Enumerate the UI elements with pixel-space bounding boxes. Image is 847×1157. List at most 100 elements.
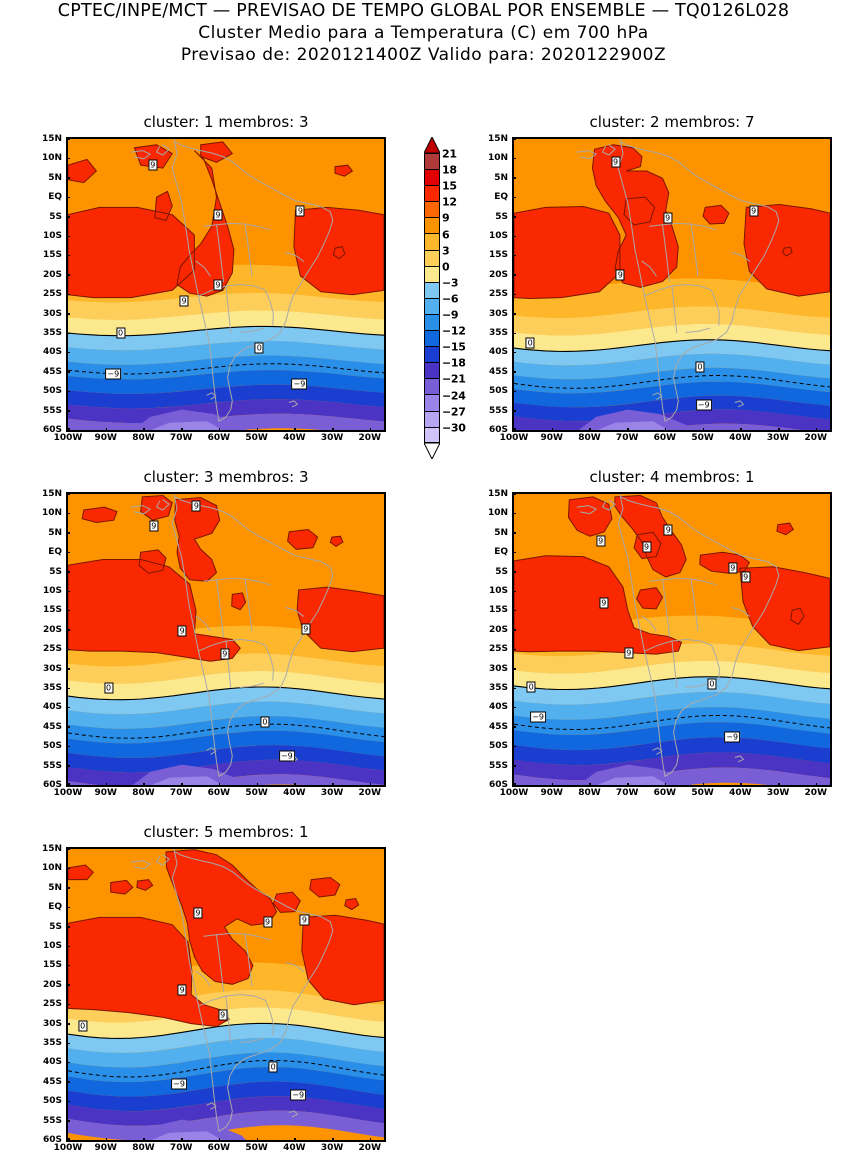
x-axis-tick: [218, 1138, 221, 1142]
y-axis-tick: [66, 765, 70, 767]
x-axis-tick: [778, 783, 780, 787]
x-axis-tick: [369, 428, 372, 432]
contour-field: [68, 494, 384, 785]
contour-field: [514, 139, 830, 430]
colorbar-band[interactable]: [424, 426, 440, 443]
contour-label: 0: [695, 361, 705, 373]
y-axis-label: 15S: [42, 960, 62, 971]
colorbar-band[interactable]: [424, 281, 440, 298]
y-axis-label: 30S: [488, 663, 508, 674]
y-axis-label: 5N: [48, 882, 62, 893]
y-axis-label: 45S: [488, 721, 508, 732]
y-axis-label: 25S: [42, 644, 62, 655]
y-axis-tick: [512, 687, 516, 689]
colorbar-band[interactable]: [424, 185, 440, 202]
colorbar-band[interactable]: [424, 378, 440, 395]
y-axis-label: EQ: [494, 192, 508, 203]
map-plot-cluster-5[interactable]: 9 9 9 9 9 0 0 −9 −9: [66, 847, 386, 1142]
y-axis-label: 45S: [42, 1076, 62, 1087]
y-axis-label: 5N: [494, 172, 508, 183]
y-axis-tick: [66, 706, 70, 709]
map-plot-cluster-1[interactable]: 9 9 9 9 9 0 0 −9 −9: [66, 137, 386, 432]
x-axis-tick: [514, 428, 516, 432]
y-axis-label: 15N: [41, 134, 62, 144]
colorbar-band[interactable]: [424, 313, 440, 331]
contour-label: 0: [116, 327, 126, 339]
colorbar-band[interactable]: [424, 265, 440, 282]
x-axis-tick: [369, 783, 372, 787]
y-axis-label: 55S: [42, 760, 62, 771]
y-axis-label: 5S: [49, 211, 62, 222]
colorbar-tick-label: 0: [442, 260, 450, 274]
x-axis-label: 30W: [320, 788, 344, 798]
colorbar-tick-label: −12: [442, 324, 466, 338]
y-axis-label: 50S: [42, 741, 62, 752]
x-axis-tick: [589, 428, 591, 432]
contour-label: 0: [254, 342, 264, 354]
colorbar-band[interactable]: [424, 153, 440, 170]
x-axis-tick: [68, 1138, 70, 1142]
header-line-2: Cluster Medio para a Temperatura (C) em …: [198, 23, 649, 43]
y-axis-label: 35S: [488, 683, 508, 693]
y-axis-label: 10N: [41, 153, 62, 164]
x-axis-label: 100W: [53, 433, 83, 443]
colorbar-band[interactable]: [424, 346, 440, 363]
colorbar-band[interactable]: [424, 217, 440, 234]
y-axis-tick: [66, 629, 70, 631]
y-axis-label: 5S: [49, 921, 62, 932]
y-axis-tick: [512, 313, 516, 315]
y-axis-tick: [66, 274, 70, 276]
y-axis-label: 15S: [42, 605, 62, 616]
colorbar-band[interactable]: [424, 169, 440, 186]
colorbar-band[interactable]: [424, 362, 440, 379]
x-axis-tick: [332, 428, 334, 432]
y-axis-label: 50S: [488, 741, 508, 752]
map-plot-cluster-4[interactable]: 9 9 9 9 9 9 9 0 0 −9 −9: [512, 492, 832, 787]
contour-label: 9: [193, 907, 203, 919]
colorbar-band[interactable]: [424, 394, 440, 411]
y-axis-label: 15N: [41, 844, 62, 854]
contour-label: 9: [218, 1009, 228, 1021]
x-axis-label: 90W: [94, 433, 117, 443]
contour-label: 9: [220, 648, 230, 660]
panel-title-cluster-5: cluster: 5 membros: 1: [143, 823, 309, 841]
x-axis-tick: [664, 783, 667, 787]
colorbar-band[interactable]: [424, 330, 440, 347]
x-axis-label: 90W: [94, 788, 117, 798]
y-axis-label: 5S: [495, 211, 508, 222]
map-plot-cluster-2[interactable]: 9 9 9 9 0 0 −9: [512, 137, 832, 432]
x-axis-label: 60W: [653, 788, 677, 798]
x-axis-label: 100W: [53, 788, 83, 798]
colorbar-over-triangle: [423, 135, 441, 154]
x-axis-tick: [740, 783, 742, 787]
contour-label: 9: [299, 914, 310, 926]
contour-label: 9: [741, 571, 751, 583]
x-axis-tick: [68, 783, 70, 787]
y-axis-tick: [66, 216, 70, 218]
y-axis-tick: [512, 629, 516, 631]
y-axis-label: 55S: [42, 405, 62, 416]
colorbar-band[interactable]: [424, 201, 440, 218]
colorbar-band[interactable]: [424, 297, 440, 314]
y-axis-tick: [66, 571, 70, 573]
y-axis-tick: [512, 745, 516, 748]
x-axis-tick: [294, 428, 296, 432]
colorbar-strip[interactable]: [424, 153, 440, 443]
map-plot-cluster-3[interactable]: 9 9 9 9 9 0 0 −9: [66, 492, 386, 787]
x-axis-label: 30W: [766, 433, 790, 443]
contour-label: −9: [171, 1078, 187, 1090]
y-axis-label: 5S: [49, 566, 62, 577]
colorbar-band[interactable]: [424, 410, 440, 427]
y-axis-label: 10S: [42, 231, 62, 241]
contour-label: 9: [191, 500, 201, 512]
y-axis-label: 10N: [487, 153, 508, 164]
y-axis-tick: [512, 371, 516, 373]
colorbar-band[interactable]: [424, 249, 440, 266]
y-axis-tick: [512, 512, 516, 515]
colorbar-band[interactable]: [424, 233, 440, 250]
y-axis-tick: [66, 848, 70, 850]
y-axis-tick: [512, 332, 516, 334]
x-axis-label: 40W: [283, 1143, 306, 1153]
y-axis-tick: [512, 571, 516, 573]
y-axis-tick: [66, 177, 70, 179]
